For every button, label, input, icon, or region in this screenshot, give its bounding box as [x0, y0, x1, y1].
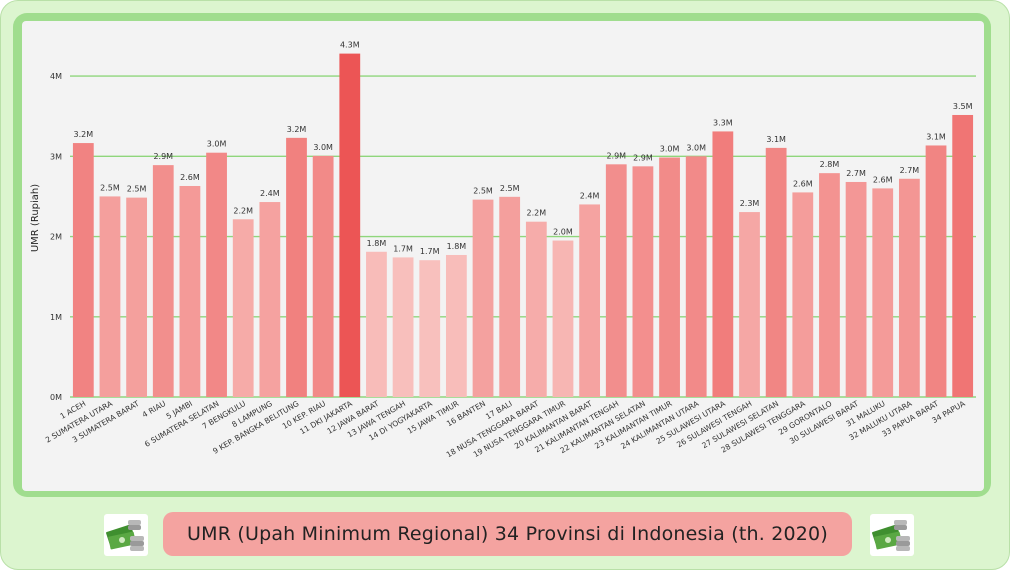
- data-label: 2.6M: [793, 179, 813, 188]
- bar: [206, 152, 227, 397]
- data-label: 2.2M: [527, 209, 547, 218]
- bar-chart: 3.2M 2.5M 2.5M 2.9M 2.6M 3.0M 2.2M 2.4M 3.2M 3.0M…: [30, 41, 976, 460]
- y-axis-label: UMR (Rupiah): [30, 184, 41, 252]
- data-label: 2.6M: [873, 175, 893, 184]
- bar: [99, 196, 121, 397]
- data-label: 3.1M: [926, 132, 946, 141]
- data-label: 2.2M: [233, 206, 253, 215]
- data-label: 1.7M: [420, 247, 440, 256]
- bar: [765, 147, 787, 397]
- bar: [739, 212, 760, 397]
- y-axis-ticks: 0M 1M 2M 3M 4M: [50, 72, 62, 402]
- bar: [632, 166, 654, 397]
- bar: [819, 173, 840, 397]
- data-label: 2.5M: [500, 184, 520, 193]
- bar: [366, 251, 387, 397]
- bar: [898, 178, 920, 397]
- bar: [339, 53, 361, 398]
- data-label: 3.5M: [953, 102, 973, 111]
- x-tick-label: 4 RIAU: [141, 399, 168, 420]
- data-label: 2.7M: [846, 169, 866, 178]
- data-label: 1.7M: [393, 244, 413, 253]
- bars: [72, 53, 974, 398]
- data-label: 2.7M: [900, 166, 920, 175]
- bar: [312, 155, 334, 397]
- data-label: 3.0M: [313, 143, 333, 152]
- data-label: 2.5M: [473, 187, 493, 196]
- bar: [419, 260, 441, 397]
- bar: [152, 165, 174, 397]
- data-label: 2.5M: [100, 183, 120, 192]
- data-label: 3.0M: [686, 143, 706, 152]
- data-label: 3.0M: [660, 145, 680, 154]
- bar: [792, 192, 814, 397]
- data-label: 3.2M: [74, 130, 94, 139]
- bar: [126, 197, 148, 397]
- bar: [286, 137, 307, 398]
- data-label: 2.4M: [580, 191, 600, 200]
- bar: [952, 114, 974, 398]
- data-label: 3.0M: [207, 140, 227, 149]
- data-label: 1.8M: [367, 239, 387, 248]
- data-label: 2.6M: [180, 173, 200, 182]
- bar: [499, 196, 521, 397]
- bar: [579, 204, 601, 397]
- chart-title: UMR (Upah Minimum Regional) 34 Provinsi …: [163, 512, 852, 556]
- data-label: 3.1M: [766, 135, 786, 144]
- bar: [232, 219, 254, 397]
- data-label: 1.8M: [447, 242, 467, 251]
- bar: [685, 156, 707, 397]
- bar: [659, 157, 680, 397]
- bar: [392, 257, 414, 397]
- data-label: 2.3M: [740, 199, 760, 208]
- data-label: 2.9M: [606, 151, 626, 160]
- bar: [925, 145, 947, 397]
- y-tick-label: 2M: [50, 233, 62, 242]
- bar: [445, 254, 467, 397]
- bar: [845, 181, 867, 397]
- bar: [525, 221, 547, 397]
- bar: [552, 240, 574, 397]
- data-label: 3.2M: [287, 125, 307, 134]
- bar: [179, 185, 201, 397]
- bar: [72, 143, 94, 397]
- y-tick-label: 3M: [50, 152, 62, 161]
- data-label: 4.3M: [340, 41, 360, 50]
- y-tick-label: 1M: [50, 313, 62, 322]
- data-label: 2.4M: [260, 189, 280, 198]
- y-tick-label: 4M: [50, 72, 62, 81]
- bar: [605, 164, 627, 397]
- bar: [712, 131, 734, 397]
- data-label: 2.9M: [633, 153, 653, 162]
- data-labels: 3.2M 2.5M 2.5M 2.9M 2.6M 3.0M 2.2M 2.4M 3.2M 3.0M…: [74, 41, 973, 257]
- bar: [472, 199, 494, 397]
- money-stack-icon: [870, 514, 914, 556]
- money-stack-icon: [104, 514, 148, 556]
- data-label: 2.0M: [553, 228, 573, 237]
- data-label: 3.3M: [713, 118, 733, 127]
- gridlines: [70, 75, 976, 398]
- bar: [872, 188, 894, 397]
- bar: [259, 202, 281, 397]
- data-label: 2.9M: [153, 152, 173, 161]
- data-label: 2.5M: [127, 185, 147, 194]
- data-label: 2.8M: [820, 160, 840, 169]
- y-tick-label: 0M: [50, 393, 62, 402]
